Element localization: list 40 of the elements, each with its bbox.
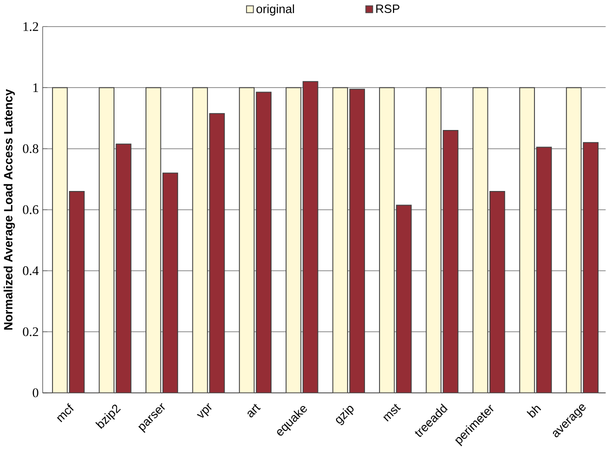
bar	[332, 87, 348, 393]
y-tick-label: 0	[32, 388, 38, 398]
x-tick-label: bh	[526, 406, 542, 418]
bar	[582, 142, 599, 393]
bar	[489, 191, 506, 393]
y-tick-label: 0.8	[22, 144, 38, 154]
y-tick-label: 1	[33, 83, 38, 92]
bar	[192, 87, 208, 393]
legend-label: RSP	[376, 4, 400, 14]
x-tick-label: mst	[383, 404, 401, 422]
bar	[146, 87, 162, 393]
bar	[442, 130, 458, 393]
bar	[209, 113, 225, 393]
bar	[256, 92, 272, 393]
bar	[238, 87, 255, 393]
legend-label: original	[256, 4, 294, 16]
y-tick-label: 0.2	[22, 327, 38, 336]
bar	[349, 88, 365, 393]
bar	[302, 81, 318, 393]
x-tick-label: mcf	[56, 403, 74, 422]
x-tick-label: gzip	[336, 406, 354, 426]
bar	[52, 87, 68, 393]
bar	[472, 87, 488, 393]
y-tick-label: 1.2	[24, 22, 38, 32]
bar	[426, 87, 442, 393]
y-tick-label: 0.4	[22, 266, 39, 276]
bar	[286, 87, 302, 393]
bar	[162, 172, 178, 393]
bar	[69, 191, 85, 393]
x-tick-label: vpr	[196, 403, 212, 418]
bar	[379, 87, 395, 393]
bar	[396, 204, 412, 393]
y-tick-label: 0.6	[22, 205, 38, 214]
x-tick-label: art	[248, 404, 261, 418]
bar	[116, 144, 132, 393]
bar	[536, 146, 552, 393]
bar	[519, 87, 535, 393]
bar	[566, 87, 582, 393]
y-axis-title: Normalized Average Load Access Latency	[4, 89, 15, 330]
bar	[98, 87, 114, 393]
